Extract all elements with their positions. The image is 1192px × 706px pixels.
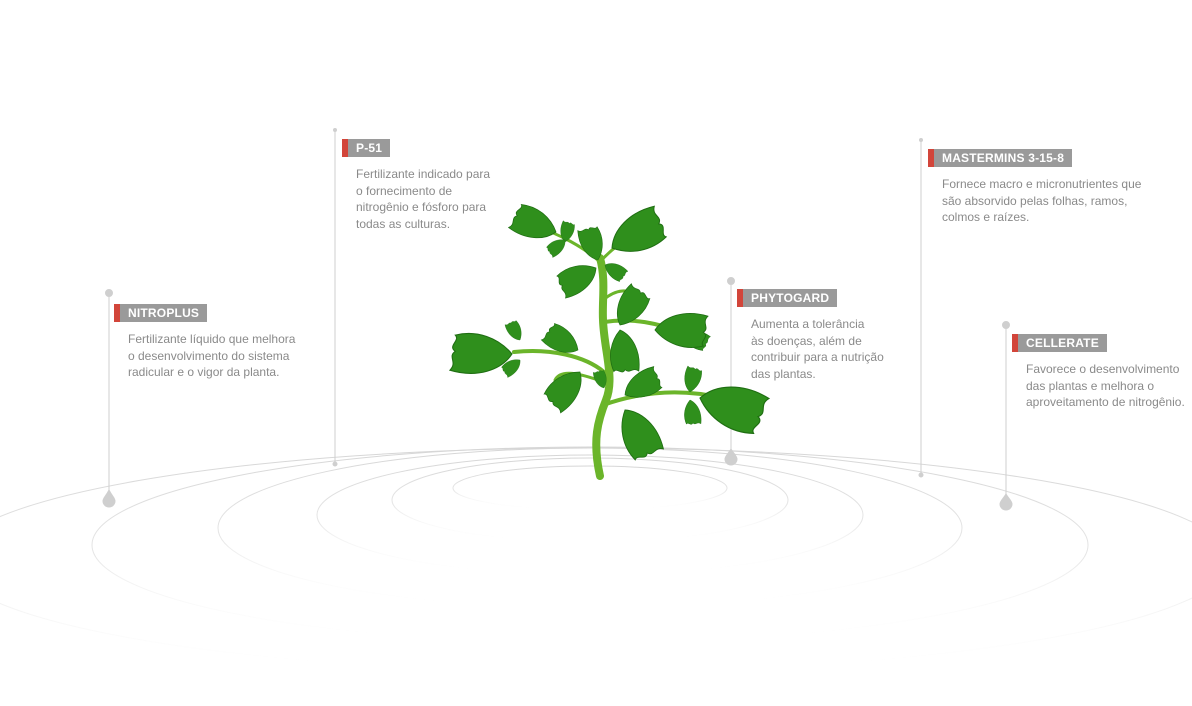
callout-nitroplus: NITROPLUS Fertilizante líquido que melho… [114, 304, 295, 381]
product-label-nitroplus: NITROPLUS [114, 304, 208, 322]
callout-cellerate: CELLERATE Favorece o desenvolvimento das… [1012, 334, 1185, 411]
ground-rings [0, 446, 1192, 673]
product-description-p51: Fertilizante indicado para o forneciment… [356, 167, 491, 231]
callout-mastermins: MASTERMINS 3-15-8 Fornece macro e micron… [928, 149, 1141, 226]
product-label-cellerate: CELLERATE [1012, 334, 1107, 352]
ring-1 [452, 465, 728, 511]
product-description-mastermins: Fornece macro e micronutrientes que são … [942, 177, 1142, 224]
product-label-p51: P-51 [342, 139, 391, 157]
product-label-mastermins: MASTERMINS 3-15-8 [928, 149, 1073, 167]
ring-2 [391, 457, 789, 543]
ring-6 [0, 447, 1192, 673]
product-description-phytogard: Aumenta a tolerância às doenças, além de… [751, 317, 884, 381]
pin-lines [102, 128, 1013, 511]
ring-5 [91, 446, 1089, 644]
product-description-nitroplus: Fertilizante líquido que melhora o desen… [128, 332, 296, 379]
product-label-phytogard: PHYTOGARD [737, 289, 838, 307]
plant-leaves [449, 201, 771, 466]
product-description-cellerate: Favorece o desenvolvimento das plantas e… [1026, 362, 1185, 409]
ring-3 [316, 454, 864, 576]
callout-phytogard: PHYTOGARD Aumenta a tolerância às doença… [737, 289, 884, 382]
callout-p51: P-51 Fertilizante indicado para o fornec… [342, 139, 490, 232]
plant-illustration [449, 201, 771, 480]
ring-4 [217, 447, 963, 609]
